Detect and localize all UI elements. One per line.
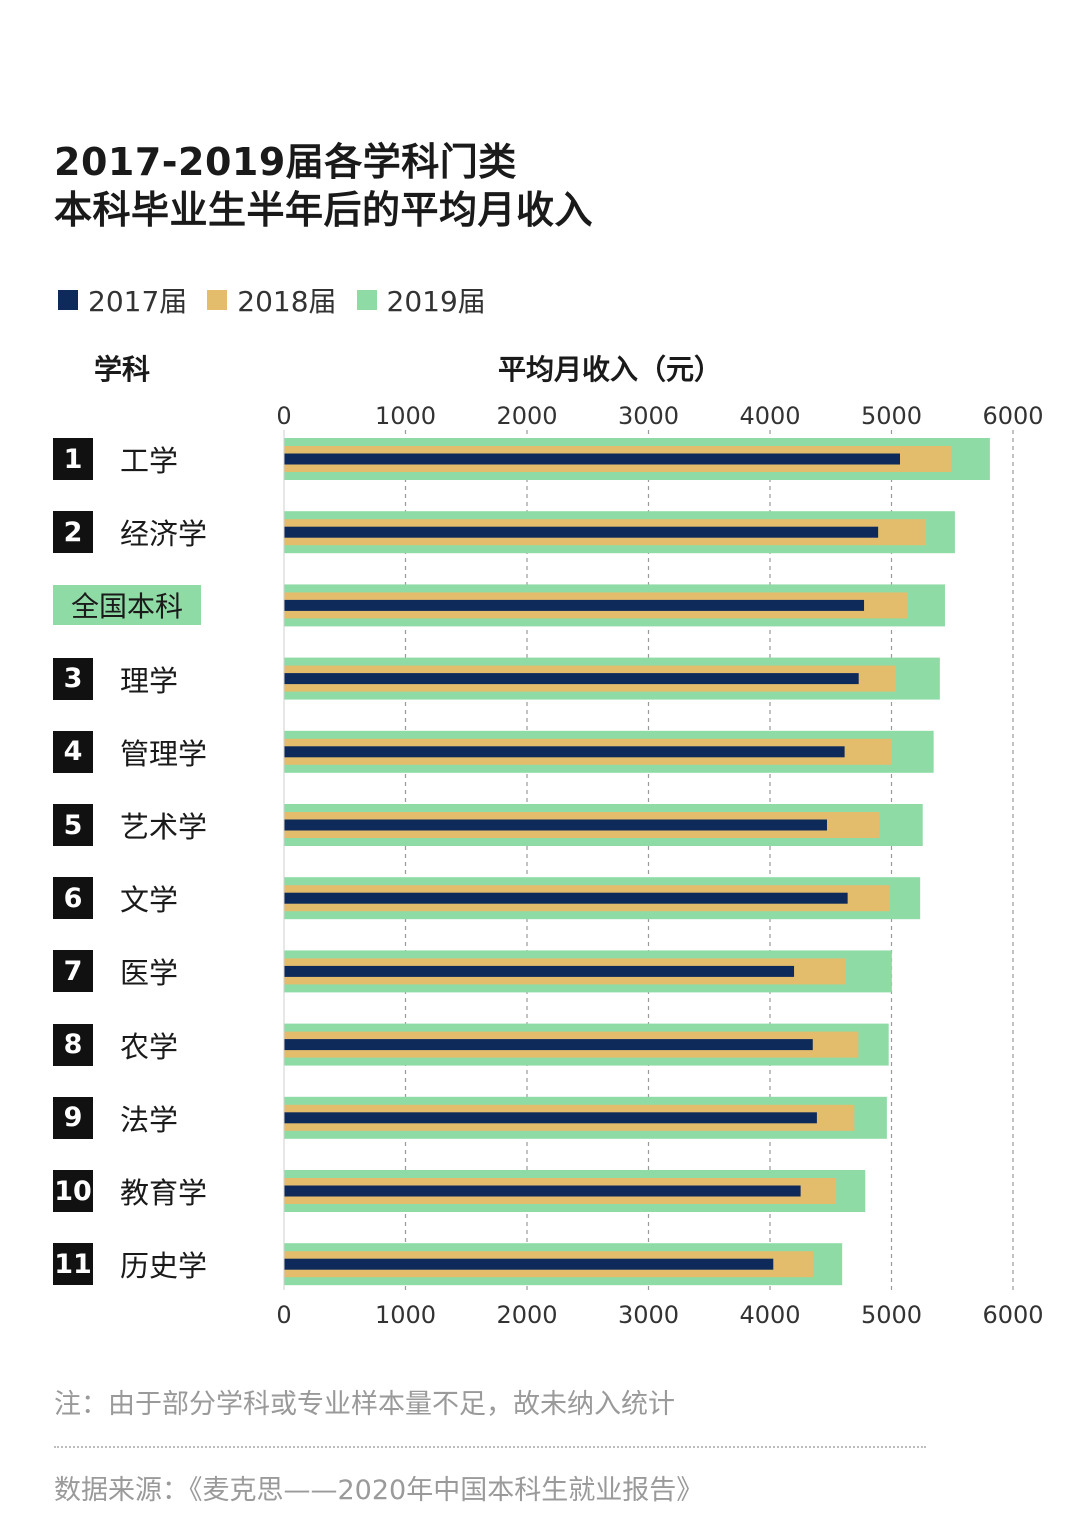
rank-badge: 8 — [53, 1023, 93, 1066]
tick-label-top-1000: 1000 — [375, 402, 436, 430]
category-row: 4 管理学 — [53, 730, 208, 773]
title-line-2: 本科毕业生半年后的平均月收入 — [54, 188, 594, 232]
tick-label-bottom-5000: 5000 — [861, 1301, 922, 1329]
tick-label-top-0: 0 — [276, 402, 291, 430]
bar-2017-2 — [284, 599, 865, 611]
legend-item-2019: 2019届 — [356, 280, 486, 320]
category-row: 8 农学 — [53, 1023, 179, 1066]
tick-label-top-6000: 6000 — [982, 402, 1043, 430]
tick-label-bottom-0: 0 — [276, 1301, 291, 1329]
legend-swatch-2017 — [58, 290, 78, 310]
category-row: 5 艺术学 — [53, 804, 207, 846]
footnote: 注：由于部分学科或专业样本量不足，故未纳入统计 — [54, 1389, 675, 1420]
category-row: 6 文学 — [53, 877, 179, 920]
category-name: 经济学 — [120, 517, 208, 552]
chart-title: 2017-2019届各学科门类 本科毕业生半年后的平均月收入 — [54, 138, 593, 234]
legend-label-2019: 2019届 — [386, 285, 486, 318]
bar-2017-1 — [284, 526, 879, 538]
category-name: 管理学 — [120, 736, 208, 771]
category-name: 工学 — [120, 444, 179, 478]
category-name: 历史学 — [120, 1249, 208, 1284]
tick-label-top-4000: 4000 — [739, 402, 800, 430]
legend-label-2018: 2018届 — [237, 285, 337, 318]
tick-label-bottom-2000: 2000 — [496, 1301, 557, 1329]
category-name: 法学 — [120, 1102, 179, 1137]
category-row: 2 经济学 — [53, 511, 208, 554]
tick-label-bottom-4000: 4000 — [739, 1301, 800, 1329]
category-column-header: 学科 — [94, 353, 151, 386]
category-row: 9 法学 — [53, 1096, 179, 1139]
rank-badge: 5 — [53, 804, 93, 846]
legend-item-2018: 2018届 — [207, 280, 337, 320]
bar-2017-11 — [284, 1258, 774, 1270]
bar-2017-0 — [284, 453, 901, 465]
category-row: 全国本科 — [53, 584, 202, 626]
legend-label-2017: 2017届 — [88, 285, 188, 318]
rank-badge: 11 — [53, 1243, 93, 1286]
bar-2017-4 — [284, 746, 845, 758]
legend: 2017届 2018届 2019届 — [58, 280, 506, 320]
rank-badge: 4 — [53, 730, 93, 773]
rank-badge: 6 — [53, 877, 93, 920]
category-name: 文学 — [120, 883, 179, 918]
bar-2017-10 — [284, 1185, 801, 1197]
rank-badge: 7 — [53, 950, 93, 993]
data-source: 数据来源：《麦克思——2020年中国本科生就业报告》 — [54, 1475, 704, 1506]
category-name-national: 全国本科 — [53, 585, 202, 626]
bar-2017-5 — [284, 819, 827, 831]
rank-badge: 3 — [53, 657, 93, 700]
category-name: 艺术学 — [120, 810, 208, 844]
category-row: 1 工学 — [53, 438, 178, 480]
legend-swatch-2019 — [356, 290, 377, 310]
bar-2017-3 — [284, 673, 859, 685]
income-axis-header: 平均月收入（元） — [498, 353, 723, 386]
category-name: 农学 — [120, 1029, 179, 1064]
tick-label-bottom-6000: 6000 — [982, 1301, 1043, 1329]
bar-2017-9 — [284, 1112, 817, 1124]
rank-badge: 10 — [53, 1170, 93, 1212]
tick-label-top-5000: 5000 — [861, 402, 922, 430]
bar-chart: 0 0 1000 1000 2000 2000 3000 3000 4000 4000 5000 50… — [276, 402, 1043, 1329]
rank-badge: 2 — [53, 511, 93, 554]
title-line-1: 2017-2019届各学科门类 — [54, 140, 517, 184]
tick-label-bottom-3000: 3000 — [618, 1301, 679, 1329]
bar-2017-7 — [284, 965, 795, 977]
category-row: 11 历史学 — [53, 1243, 208, 1286]
category-name: 医学 — [120, 956, 179, 991]
footer-divider — [54, 1446, 926, 1448]
category-name: 理学 — [120, 663, 179, 698]
tick-label-top-3000: 3000 — [618, 402, 679, 430]
category-row: 3 理学 — [53, 657, 179, 700]
bar-2017-8 — [284, 1039, 813, 1051]
legend-item-2017: 2017届 — [58, 280, 187, 320]
rank-badge: 9 — [53, 1096, 93, 1139]
legend-swatch-2018 — [207, 290, 228, 310]
bar-2017-6 — [284, 892, 848, 904]
category-name: 教育学 — [120, 1176, 208, 1210]
tick-label-bottom-1000: 1000 — [375, 1301, 436, 1329]
category-row: 10 教育学 — [53, 1170, 207, 1212]
tick-label-top-2000: 2000 — [496, 402, 557, 430]
rank-badge: 1 — [53, 438, 93, 480]
category-row: 7 医学 — [53, 950, 179, 993]
